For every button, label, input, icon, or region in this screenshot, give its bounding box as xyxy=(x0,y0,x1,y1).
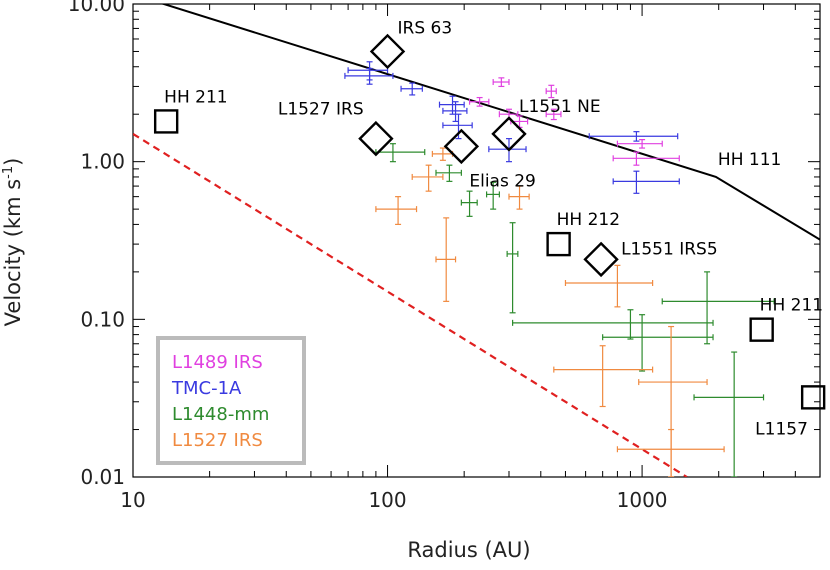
legend-box xyxy=(156,336,306,465)
square-marker-label: HH 211 xyxy=(164,87,227,107)
diamond-marker-label: L1551 IRS5 xyxy=(621,239,718,259)
square-marker-label: L1157 xyxy=(755,419,808,439)
data-point-l1527-irs xyxy=(508,185,530,210)
data-point-l1448-mm xyxy=(661,271,775,345)
y-axis-label-unit-exponent: -1 xyxy=(1,166,16,179)
square-marker xyxy=(546,231,571,257)
y-tick-label: 10.00 xyxy=(68,0,125,16)
data-point-l1527-irs xyxy=(616,428,725,477)
data-point-l1489-irs xyxy=(612,151,680,166)
legend-entry: L1448-mm xyxy=(172,404,269,425)
data-point-l1448-mm xyxy=(693,351,765,477)
diamond-marker-label: IRS 63 xyxy=(398,18,453,38)
plot-frame xyxy=(132,3,821,478)
data-point-l1489-irs xyxy=(468,96,490,107)
y-tick-label: 0.10 xyxy=(80,307,125,331)
data-point-l1448-mm xyxy=(460,190,478,217)
data-point-l1527-irs xyxy=(553,345,654,408)
square-marker xyxy=(749,317,774,342)
diamond-marker xyxy=(491,116,527,152)
diamond-marker xyxy=(443,128,480,165)
plot-frame-layer xyxy=(132,3,821,478)
diamond-marker xyxy=(583,241,619,278)
data-point-l1448-mm xyxy=(512,309,714,340)
y-tick-label: 1.00 xyxy=(80,150,125,174)
data-point-l1489-irs xyxy=(545,84,557,99)
legend: L1489 IRS TMC-1A L1448-mm L1527 IRS xyxy=(156,336,306,465)
data-point-l1527-irs xyxy=(564,264,654,308)
data-point-tmc-1a xyxy=(344,67,394,85)
y-axis-label: Velocity (km s-1) xyxy=(1,158,25,327)
free-fall-dashed-line xyxy=(133,132,688,477)
data-point-l1448-mm xyxy=(486,181,500,210)
x-tick-label: 1000 xyxy=(617,488,668,512)
jet-velocity-line xyxy=(160,4,820,241)
legend-entry: L1489 IRS xyxy=(172,352,263,373)
data-point-l1489-irs xyxy=(545,108,562,121)
data-point-tmc-1a xyxy=(612,170,680,194)
square-marker xyxy=(153,109,179,134)
data-point-tmc-1a xyxy=(438,95,465,115)
data-point-l1489-irs xyxy=(492,77,510,88)
source-markers-layer: HH 111 IRS 63 L1527 IRS Elias 29 L1551 NE L15… xyxy=(153,18,826,439)
data-point-l1448-mm xyxy=(506,222,519,314)
x-axis-label: Radius (AU) xyxy=(407,538,530,562)
square-marker-label: HH 212 xyxy=(557,210,620,230)
legend-entry: TMC-1A xyxy=(171,378,242,399)
data-point-l1527-irs xyxy=(435,217,457,302)
diamond-marker xyxy=(358,120,394,157)
y-tick-label: 0.01 xyxy=(80,465,125,489)
data-point-l1527-irs xyxy=(431,147,454,161)
diamond-marker-label: Elias 29 xyxy=(469,171,536,191)
y-axis-label-main: Velocity (km s xyxy=(1,179,25,326)
model-lines-layer xyxy=(133,4,820,477)
square-marker-label: HH 211 xyxy=(760,296,823,316)
x-tick-label: 10 xyxy=(120,488,145,512)
square-marker xyxy=(800,385,826,410)
data-point-tmc-1a xyxy=(442,101,468,123)
series-layer xyxy=(344,61,775,477)
diamond-marker xyxy=(369,33,406,70)
data-point-l1527-irs xyxy=(375,196,418,226)
diamond-marker-label: L1551 NE xyxy=(519,97,601,117)
line-label-hh111: HH 111 xyxy=(718,150,781,170)
y-axis-label-tail: ) xyxy=(1,158,25,166)
legend-entry: L1527 IRS xyxy=(172,430,263,451)
axes-layer: 10 100 1000 0.01 0.10 1.00 10.00 xyxy=(68,0,821,512)
data-point-tmc-1a xyxy=(488,138,527,163)
x-tick-label: 100 xyxy=(368,488,406,512)
data-point-l1448-mm xyxy=(602,314,714,372)
data-point-l1448-mm xyxy=(435,164,462,182)
data-point-l1527-irs xyxy=(638,325,708,477)
data-point-tmc-1a xyxy=(400,82,423,96)
data-point-l1527-irs xyxy=(411,164,444,192)
data-point-l1489-irs xyxy=(616,139,663,149)
data-point-tmc-1a xyxy=(588,131,679,142)
diamond-marker-label: L1527 IRS xyxy=(278,100,364,120)
